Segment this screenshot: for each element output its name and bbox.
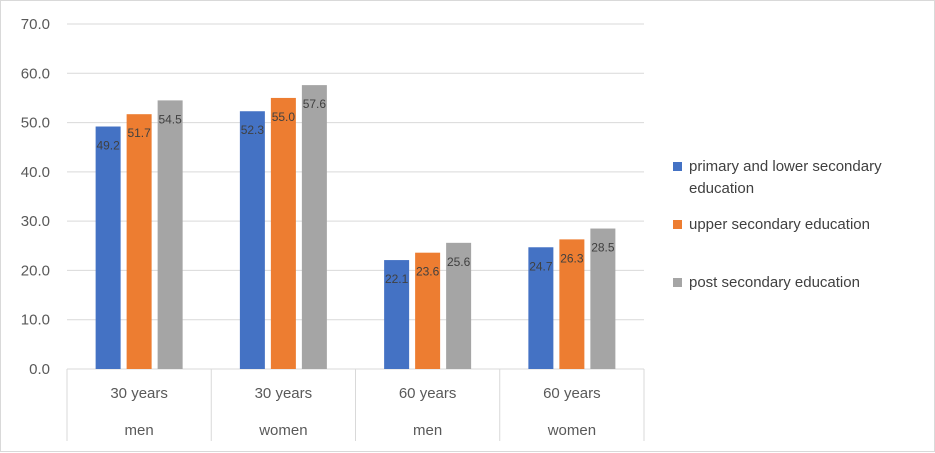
bar — [384, 260, 410, 369]
category-label-top: 60 years — [399, 385, 457, 402]
legend-item-post-secondary: post secondary education — [673, 272, 860, 294]
bar — [95, 126, 121, 369]
bar — [126, 114, 152, 369]
y-tick-label: 70.0 — [21, 16, 50, 33]
y-tick-label: 0.0 — [29, 361, 50, 378]
category-label-bottom: men — [413, 422, 442, 439]
data-label: 23.6 — [416, 265, 440, 279]
bar — [239, 111, 265, 369]
legend-swatch-post-secondary — [673, 278, 682, 287]
bar — [559, 239, 585, 369]
data-label: 55.0 — [272, 110, 296, 124]
y-tick-label: 10.0 — [21, 312, 50, 329]
bar — [157, 100, 183, 370]
category-label-bottom: women — [258, 422, 307, 439]
legend-swatch-upper-secondary — [673, 220, 682, 229]
category-label-top: 60 years — [543, 385, 601, 402]
y-tick-label: 50.0 — [21, 115, 50, 132]
bar — [270, 97, 296, 369]
legend-label-upper-secondary: upper secondary education — [689, 216, 870, 233]
data-label: 22.1 — [385, 272, 409, 286]
y-tick-label: 20.0 — [21, 262, 50, 279]
data-label: 24.7 — [529, 259, 553, 273]
y-tick-label: 30.0 — [21, 213, 50, 230]
data-label: 51.7 — [127, 126, 151, 140]
category-label-top: 30 years — [110, 385, 168, 402]
bar — [590, 228, 616, 369]
data-label: 28.5 — [591, 241, 615, 255]
bar — [528, 247, 554, 369]
category-label-bottom: women — [547, 422, 596, 439]
legend-item-primary: primary and lower secondary education — [673, 156, 923, 200]
data-label: 57.6 — [303, 97, 327, 111]
legend-swatch-primary — [673, 162, 682, 171]
data-label: 26.3 — [560, 251, 584, 265]
y-tick-label: 40.0 — [21, 164, 50, 181]
data-label: 54.5 — [158, 112, 182, 126]
legend-item-upper-secondary: upper secondary education — [673, 214, 870, 236]
bar — [301, 85, 327, 369]
bar — [415, 252, 441, 369]
data-label: 49.2 — [96, 139, 120, 153]
data-label: 25.6 — [447, 255, 471, 269]
legend-label-post-secondary: post secondary education — [689, 274, 860, 291]
data-label: 52.3 — [241, 123, 265, 137]
bar — [446, 242, 472, 369]
y-tick-label: 60.0 — [21, 65, 50, 82]
category-label-top: 30 years — [255, 385, 313, 402]
legend-label-primary: primary and lower secondary education — [689, 158, 882, 197]
category-label-bottom: men — [125, 422, 154, 439]
